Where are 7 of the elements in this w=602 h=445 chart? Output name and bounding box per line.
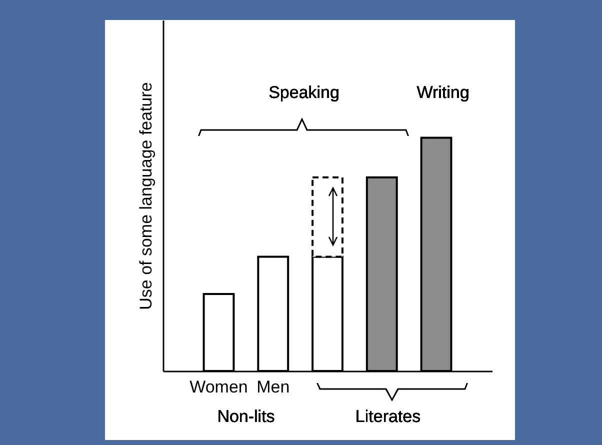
x-tick-label: Women bbox=[190, 378, 248, 396]
x-tick-label: Men bbox=[256, 378, 290, 396]
text: Speaking bbox=[268, 83, 340, 102]
y-axis-title: Use of some language feature bbox=[136, 82, 156, 310]
text: Non-lits bbox=[217, 407, 275, 426]
text: Literates bbox=[355, 407, 421, 426]
text: Writing bbox=[416, 83, 470, 102]
